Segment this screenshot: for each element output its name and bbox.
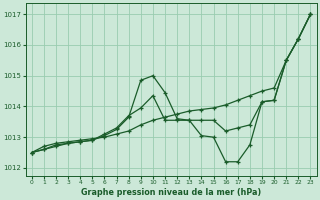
X-axis label: Graphe pression niveau de la mer (hPa): Graphe pression niveau de la mer (hPa) xyxy=(81,188,261,197)
